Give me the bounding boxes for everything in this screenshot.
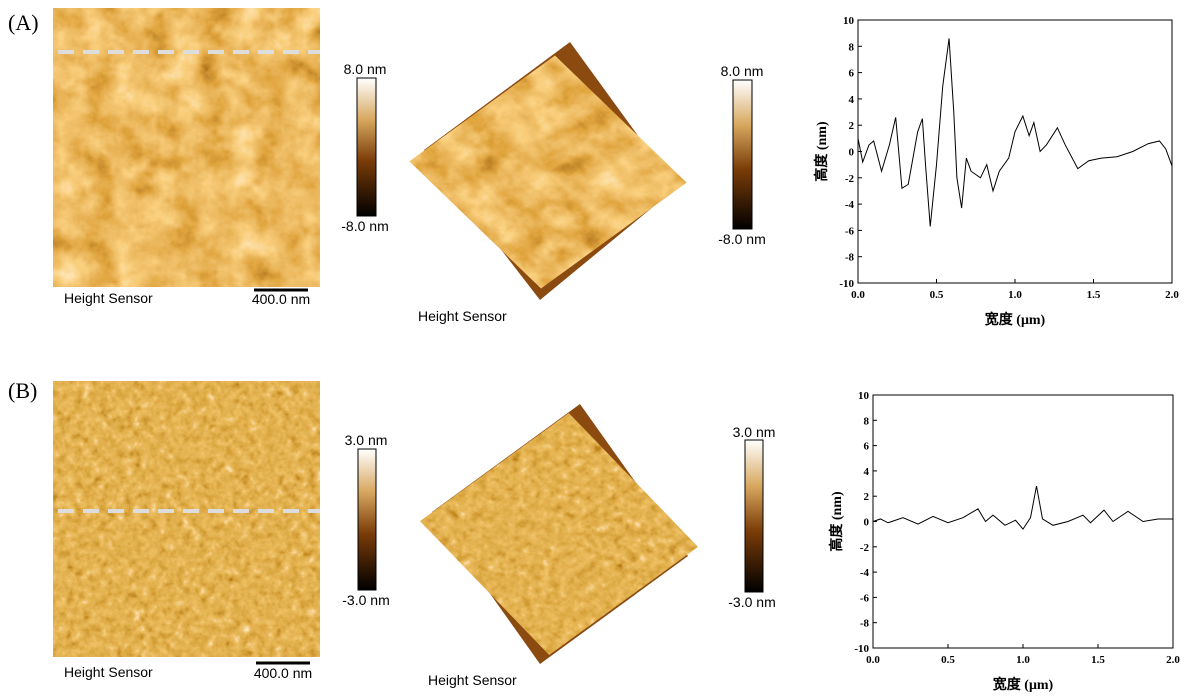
y-tick-label: 2 bbox=[849, 120, 855, 132]
colorbar bbox=[744, 439, 764, 593]
x-axis-label: 宽度 (μm) bbox=[985, 311, 1046, 328]
y-tick-label: 4 bbox=[849, 94, 855, 106]
y-tick-label: 8 bbox=[864, 415, 870, 427]
x-tick-label: 1.0 bbox=[1008, 289, 1022, 301]
y-tick-label: -2 bbox=[860, 542, 870, 554]
colorbar-max: 3.0 nm bbox=[733, 424, 776, 440]
y-tick-label: 0 bbox=[849, 147, 855, 159]
y-tick-label: -8 bbox=[860, 618, 870, 630]
x-tick-label: 2.0 bbox=[1166, 654, 1180, 666]
plot-frame bbox=[872, 394, 1174, 649]
afm-3d-image bbox=[420, 413, 698, 655]
scale-bar-label: 400.0 nm bbox=[254, 665, 312, 681]
y-tick-label: -10 bbox=[854, 643, 869, 655]
colorbar bbox=[732, 79, 753, 230]
colorbar-max: 8.0 nm bbox=[721, 63, 764, 79]
colorbar-max: 3.0 nm bbox=[345, 432, 388, 448]
y-tick-label: 0 bbox=[864, 517, 870, 529]
x-tick-label: 1.0 bbox=[1016, 654, 1030, 666]
x-tick-label: 1.5 bbox=[1087, 289, 1101, 301]
x-tick-label: 0.5 bbox=[930, 289, 944, 301]
y-tick-label: -2 bbox=[845, 173, 855, 185]
y-tick-label: 8 bbox=[849, 41, 855, 53]
y-tick-label: -10 bbox=[839, 278, 854, 290]
image-caption: Height Sensor bbox=[64, 664, 153, 680]
y-tick-label: 4 bbox=[864, 466, 870, 478]
colorbar-min: -3.0 nm bbox=[728, 594, 775, 610]
x-axis-label: 宽度 (μm) bbox=[993, 676, 1054, 693]
colorbar-max: 8.0 nm bbox=[344, 61, 387, 77]
caption-3d: Height Sensor bbox=[418, 308, 507, 324]
scale-bar-label: 400.0 nm bbox=[252, 291, 310, 307]
plot-frame bbox=[857, 19, 1173, 284]
colorbar-min: -8.0 nm bbox=[341, 218, 388, 234]
x-tick-label: 0.5 bbox=[941, 654, 955, 666]
afm-image bbox=[53, 381, 320, 657]
x-tick-label: 2.0 bbox=[1165, 289, 1179, 301]
afm-image bbox=[53, 8, 320, 287]
colorbar-min: -8.0 nm bbox=[718, 231, 765, 247]
y-axis-label: 高度 (nm) bbox=[813, 121, 830, 182]
y-tick-label: 10 bbox=[858, 390, 870, 402]
y-tick-label: -6 bbox=[860, 592, 870, 604]
colorbar-min: -3.0 nm bbox=[342, 592, 389, 608]
y-tick-label: -4 bbox=[845, 199, 855, 211]
panel-label: (A) bbox=[8, 10, 39, 35]
profile-line bbox=[857, 38, 1173, 227]
y-tick-label: 6 bbox=[864, 441, 870, 453]
y-axis-label: 高度 (nm) bbox=[828, 491, 845, 552]
panel-label: (B) bbox=[8, 378, 37, 403]
x-tick-label: 0.0 bbox=[866, 654, 880, 666]
y-tick-label: -8 bbox=[845, 252, 855, 264]
profile-line bbox=[872, 485, 1173, 530]
x-tick-label: 0.0 bbox=[851, 289, 865, 301]
afm-3d-image bbox=[409, 55, 687, 289]
colorbar bbox=[356, 77, 377, 217]
caption-3d: Height Sensor bbox=[428, 672, 517, 688]
y-tick-label: -6 bbox=[845, 225, 855, 237]
y-tick-label: -4 bbox=[860, 567, 870, 579]
y-tick-label: 2 bbox=[864, 491, 870, 503]
image-caption: Height Sensor bbox=[64, 290, 153, 306]
x-tick-label: 1.5 bbox=[1091, 654, 1105, 666]
y-tick-label: 6 bbox=[849, 68, 855, 80]
y-tick-label: 10 bbox=[843, 15, 855, 27]
colorbar bbox=[357, 448, 377, 591]
